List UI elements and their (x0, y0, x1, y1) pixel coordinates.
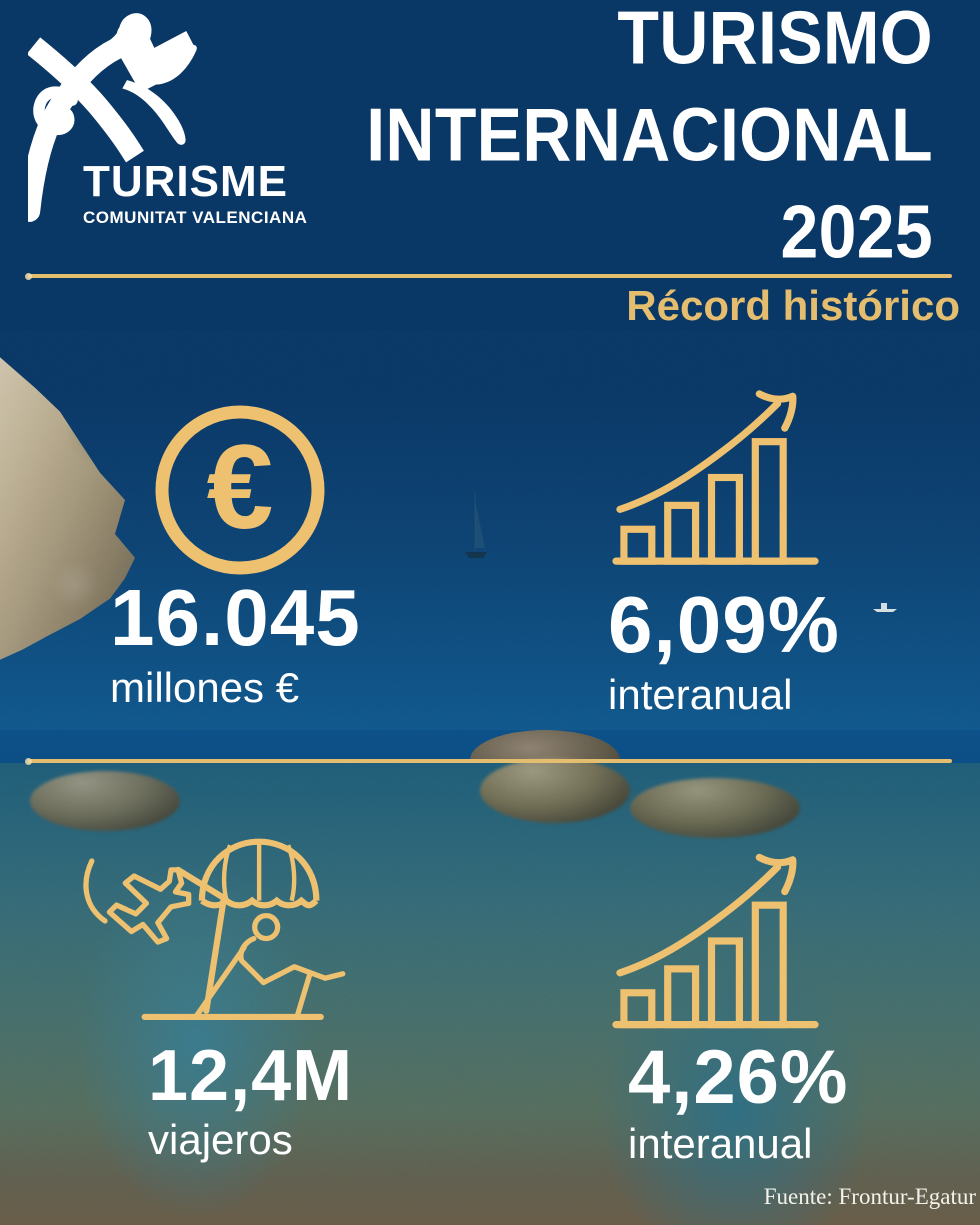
svg-text:€: € (207, 420, 274, 554)
